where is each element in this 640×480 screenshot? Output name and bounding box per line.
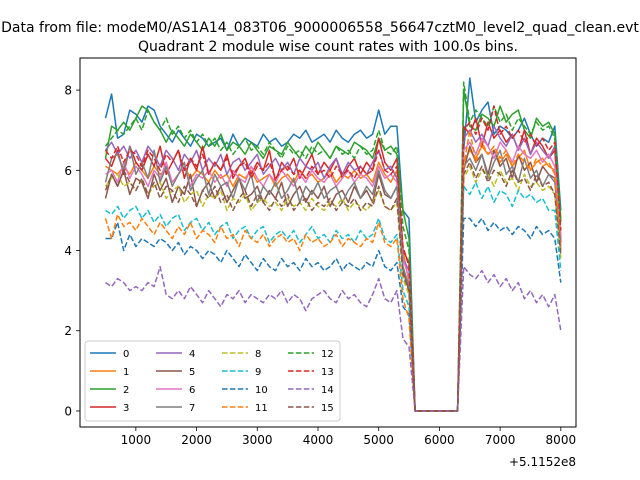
legend-label-14: 14 — [321, 385, 334, 396]
x-axis-ticks: 1000 2000 3000 4000 5000 6000 7000 8000 — [121, 427, 577, 447]
x-tick-label: 8000 — [546, 433, 577, 447]
y-tick-label: 0 — [64, 404, 72, 418]
series-line-9 — [105, 181, 562, 412]
y-tick-label: 4 — [64, 244, 72, 258]
legend-label-11: 11 — [255, 403, 268, 414]
figure-suptitle: Data from file: modeM0/AS1A14_083T06_900… — [1, 20, 639, 36]
y-tick-label: 2 — [64, 324, 72, 338]
legend-label-9: 9 — [255, 367, 261, 378]
x-tick-label: 7000 — [485, 433, 516, 447]
y-tick-label: 6 — [64, 164, 72, 178]
chart-title: Quadrant 2 module wise count rates with … — [138, 39, 518, 55]
x-tick-label: 1000 — [121, 433, 152, 447]
x-tick-label: 3000 — [242, 433, 273, 447]
legend-label-10: 10 — [255, 385, 268, 396]
legend-label-7: 7 — [189, 403, 195, 414]
legend-label-1: 1 — [123, 367, 129, 378]
x-axis-offset-label: +5.1152e8 — [509, 455, 576, 469]
legend-label-8: 8 — [255, 349, 261, 360]
x-tick-label: 5000 — [363, 433, 394, 447]
series-line-6 — [105, 137, 562, 412]
legend-label-15: 15 — [321, 403, 334, 414]
legend-label-6: 6 — [189, 385, 195, 396]
x-tick-label: 2000 — [181, 433, 212, 447]
series-line-10 — [105, 217, 562, 412]
series-line-7 — [104, 145, 562, 412]
legend-box — [84, 340, 341, 422]
series-line-13 — [104, 105, 562, 412]
legend-label-12: 12 — [321, 349, 334, 360]
series-line-15 — [104, 161, 562, 412]
series-layer — [104, 77, 562, 412]
series-line-0 — [104, 77, 562, 412]
series-line-14 — [105, 265, 562, 412]
series-line-11 — [104, 129, 562, 412]
legend-label-13: 13 — [321, 367, 334, 378]
legend-label-3: 3 — [123, 403, 129, 414]
legend-label-0: 0 — [123, 349, 129, 360]
axes-frame — [79, 57, 577, 428]
legend-label-2: 2 — [123, 385, 129, 396]
legend-label-4: 4 — [189, 349, 195, 360]
x-tick-label: 4000 — [303, 433, 334, 447]
series-line-12 — [104, 81, 562, 412]
y-tick-label: 8 — [64, 84, 72, 98]
x-tick-label: 6000 — [424, 433, 455, 447]
y-axis-ticks: 0 2 4 6 8 — [64, 84, 80, 418]
legend-label-5: 5 — [189, 367, 195, 378]
